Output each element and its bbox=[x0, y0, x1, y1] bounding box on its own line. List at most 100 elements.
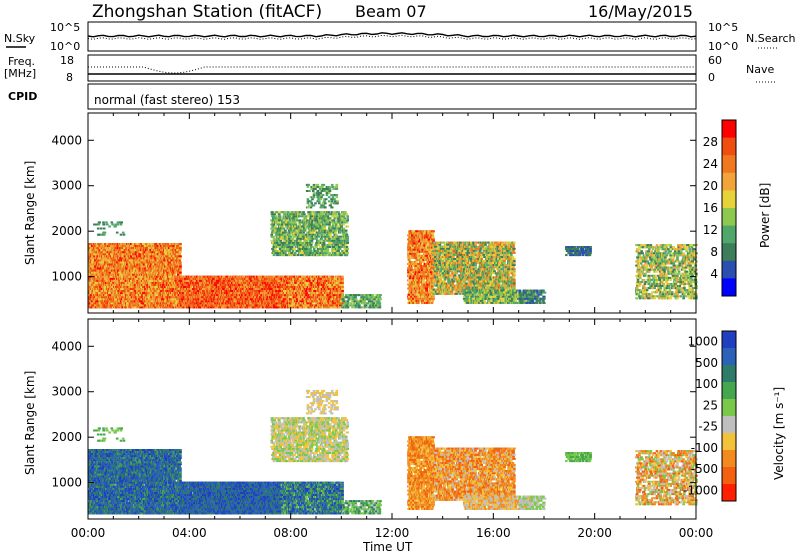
power-cell bbox=[175, 296, 178, 298]
power-cell bbox=[245, 298, 248, 300]
power-cell bbox=[150, 261, 153, 263]
radar-figure: Zhongshan Station (fitACF) Beam 07 16/Ma… bbox=[0, 0, 800, 554]
power-cell bbox=[137, 249, 140, 251]
power-cell bbox=[122, 296, 125, 298]
power-cell bbox=[115, 251, 118, 253]
power-cell bbox=[169, 280, 172, 282]
noise-left-label: N.Sky bbox=[4, 32, 36, 45]
power-cell bbox=[228, 304, 231, 306]
power-cell bbox=[173, 274, 176, 276]
power-cell bbox=[109, 272, 112, 274]
nave-line bbox=[88, 67, 696, 73]
power-cell bbox=[173, 261, 176, 263]
power-cell bbox=[179, 251, 182, 253]
power-cell bbox=[153, 261, 156, 263]
power-cell bbox=[235, 288, 238, 290]
power-cell bbox=[261, 304, 264, 306]
noise-tick-bottom-left: 10^0 bbox=[50, 40, 80, 53]
power-cell bbox=[235, 286, 238, 288]
power-cell bbox=[105, 274, 108, 276]
power-cell bbox=[142, 278, 145, 280]
power-cell bbox=[190, 304, 193, 306]
power-cell bbox=[131, 298, 134, 300]
power-cell bbox=[242, 286, 245, 288]
power-cell bbox=[126, 302, 129, 304]
power-cell bbox=[179, 257, 182, 259]
power-cell bbox=[94, 259, 97, 261]
power-cell bbox=[211, 290, 214, 292]
power-cell bbox=[223, 288, 226, 290]
power-cell bbox=[263, 284, 266, 286]
power-cell bbox=[179, 270, 182, 272]
power-cell bbox=[223, 284, 226, 286]
power-cell bbox=[94, 266, 97, 268]
cpid-value: normal (fast stereo) 153 bbox=[94, 93, 240, 107]
power-cell bbox=[126, 294, 129, 296]
power-cell bbox=[102, 266, 105, 268]
power-cell bbox=[270, 288, 273, 290]
power-cell bbox=[178, 259, 181, 261]
power-cell bbox=[112, 278, 115, 280]
power-cell bbox=[179, 249, 182, 251]
freq-panel-frame bbox=[88, 55, 696, 81]
power-cell bbox=[179, 272, 182, 274]
date-title: 16/May/2015 bbox=[588, 2, 693, 21]
power-cell bbox=[114, 284, 117, 286]
power-cell bbox=[131, 302, 134, 304]
power-cell bbox=[158, 257, 161, 259]
power-cell bbox=[255, 290, 258, 292]
power-cell bbox=[101, 296, 104, 298]
power-cell bbox=[90, 294, 93, 296]
power-cell bbox=[130, 280, 133, 282]
power-cell bbox=[223, 304, 226, 306]
power-cell bbox=[190, 288, 193, 290]
power-cell bbox=[120, 292, 123, 294]
power-cell bbox=[154, 284, 157, 286]
power-cell bbox=[126, 257, 129, 259]
power-cell bbox=[179, 264, 182, 266]
power-cell bbox=[137, 282, 140, 284]
power-cell bbox=[259, 288, 262, 290]
power-cell bbox=[99, 268, 102, 270]
power-cell bbox=[99, 294, 102, 296]
freq-tick-bottom: 8 bbox=[66, 71, 73, 84]
power-cell bbox=[96, 253, 99, 255]
power-cell bbox=[270, 290, 273, 292]
nave-tick-bottom: 0 bbox=[708, 71, 715, 84]
power-cell bbox=[110, 253, 113, 255]
power-cell bbox=[254, 288, 257, 290]
power-cell bbox=[90, 266, 93, 268]
power-heatmap-cells bbox=[88, 184, 698, 309]
power-cell bbox=[145, 292, 148, 294]
power-cell bbox=[179, 245, 182, 247]
power-cell bbox=[132, 243, 135, 245]
power-cell bbox=[136, 257, 139, 259]
freq-unit: [MHz] bbox=[4, 67, 36, 80]
power-cell bbox=[107, 264, 110, 266]
power-cell bbox=[177, 264, 180, 266]
power-cell bbox=[99, 298, 102, 300]
noise-right-label: N.Search bbox=[746, 32, 796, 45]
power-cell bbox=[145, 270, 148, 272]
power-cell bbox=[225, 298, 228, 300]
power-cell bbox=[118, 302, 121, 304]
power-cell bbox=[244, 296, 247, 298]
power-cell bbox=[121, 280, 124, 282]
cpid-label: CPID bbox=[8, 90, 37, 103]
power-cell bbox=[268, 280, 271, 282]
power-cell bbox=[258, 306, 261, 308]
power-cell bbox=[115, 280, 118, 282]
power-cell bbox=[171, 304, 174, 306]
power-cell bbox=[216, 294, 219, 296]
power-cell bbox=[179, 268, 182, 270]
noise-tick-top-left: 10^5 bbox=[50, 21, 80, 34]
noise-sky-line bbox=[88, 33, 696, 37]
power-cell bbox=[102, 257, 105, 259]
power-cell bbox=[239, 280, 242, 282]
nave-label: Nave bbox=[746, 63, 774, 76]
power-cell bbox=[216, 278, 219, 280]
beam-title: Beam 07 bbox=[355, 2, 427, 21]
power-cell bbox=[156, 266, 159, 268]
power-cell bbox=[105, 302, 108, 304]
power-cell bbox=[262, 278, 265, 280]
